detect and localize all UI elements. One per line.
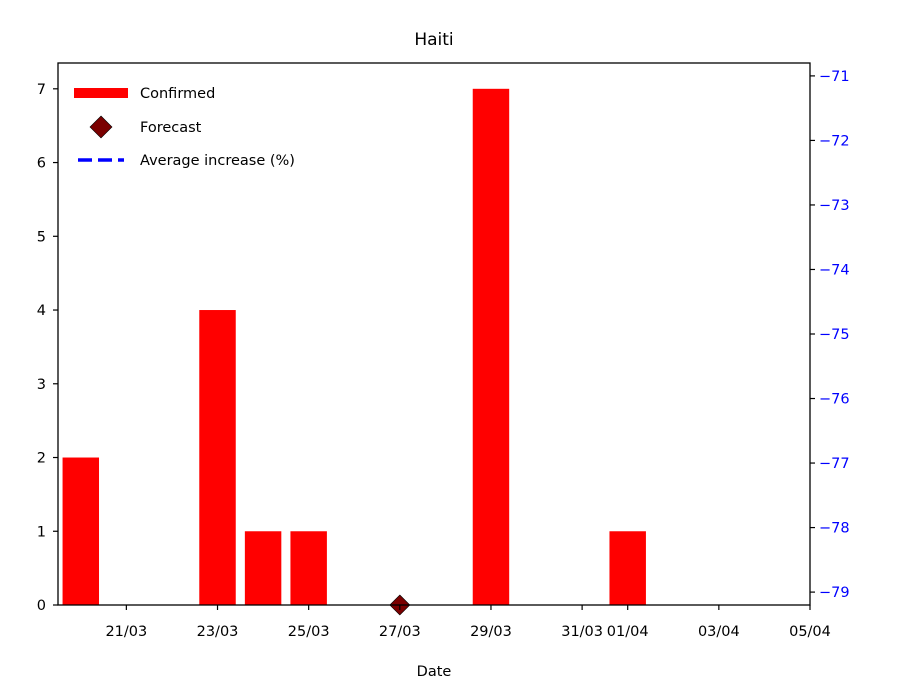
x-tick-label: 27/03 bbox=[379, 624, 421, 640]
plot-frame bbox=[57, 62, 811, 606]
legend-label-forecast: Forecast bbox=[140, 120, 202, 136]
x-axis: 21/03 23/03 25/03 27/03 29/03 31/03 01/04 03/04… bbox=[105, 605, 831, 640]
x-tick-label: 25/03 bbox=[288, 624, 330, 640]
x-tick-label: 03/04 bbox=[698, 624, 740, 640]
bar-01-04 bbox=[609, 531, 646, 605]
x-tick-label: 21/03 bbox=[105, 624, 147, 640]
y-axis-left: 0 1 2 3 4 5 6 7 bbox=[37, 82, 58, 614]
y-tick-label: 7 bbox=[37, 82, 46, 98]
y2-tick-label: −75 bbox=[819, 327, 850, 343]
x-tick-label: 05/04 bbox=[789, 624, 831, 640]
y-tick-label: 4 bbox=[37, 303, 46, 319]
bars-group bbox=[62, 88, 646, 606]
chart-title: Haiti bbox=[414, 30, 453, 50]
y-tick-label: 5 bbox=[37, 229, 46, 245]
x-tick-label: 23/03 bbox=[197, 624, 239, 640]
y-tick-label: 6 bbox=[37, 156, 46, 172]
y-tick-label: 3 bbox=[37, 377, 46, 393]
y2-tick-label: −74 bbox=[819, 262, 850, 278]
legend-swatch-forecast bbox=[89, 115, 113, 139]
y-tick-label: 0 bbox=[37, 598, 46, 614]
y2-tick-label: −79 bbox=[819, 585, 850, 601]
x-tick-label: 29/03 bbox=[470, 624, 512, 640]
bar-24-03 bbox=[244, 531, 282, 605]
y2-tick-label: −71 bbox=[819, 69, 850, 85]
x-tick-label: 01/04 bbox=[607, 624, 649, 640]
legend-swatch-confirmed bbox=[74, 88, 128, 98]
bar-20-03 bbox=[62, 457, 100, 605]
x-tick-label: 31/03 bbox=[561, 624, 603, 640]
y2-tick-label: −78 bbox=[819, 521, 850, 537]
y2-tick-label: −76 bbox=[819, 392, 850, 408]
y2-tick-label: −77 bbox=[819, 456, 850, 472]
legend-label-average-increase: Average increase (%) bbox=[140, 153, 295, 169]
y2-tick-label: −72 bbox=[819, 133, 850, 149]
bar-25-03 bbox=[290, 531, 327, 605]
y-tick-label: 2 bbox=[37, 451, 46, 467]
bar-29-03 bbox=[472, 88, 510, 606]
x-axis-label: Date bbox=[417, 664, 452, 680]
legend: Confirmed Forecast Average increase (%) bbox=[74, 86, 295, 169]
y-axis-right: −79 −78 −77 −76 −75 −74 −73 −72 −71 bbox=[810, 69, 850, 601]
y-tick-label: 1 bbox=[37, 524, 46, 540]
y2-tick-label: −73 bbox=[819, 198, 850, 214]
legend-label-confirmed: Confirmed bbox=[140, 86, 215, 102]
bar-23-03 bbox=[199, 310, 236, 605]
